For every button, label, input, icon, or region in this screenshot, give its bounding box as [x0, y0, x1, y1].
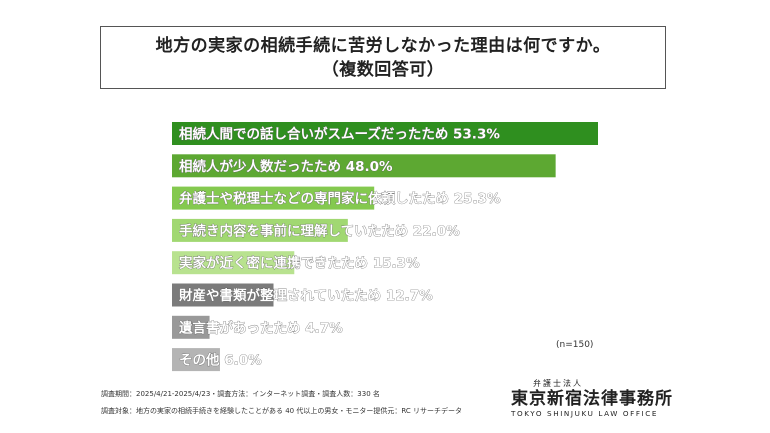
survey-period-note: 調査期間：2025/4/21-2025/4/23・調査方法：インターネット調査・… — [101, 390, 380, 398]
bar-5 — [172, 251, 295, 275]
bar-label-5: 実家が近く密に連携できたため 15.3% — [179, 255, 420, 272]
bar-7 — [172, 315, 210, 339]
survey-target-note: 調査対象：地方の実家の相続手続きを経験したことがある 40 代以上の男女・モニタ… — [101, 407, 462, 415]
bar-label-1: 相続人間での話し合いがスムーズだったため 53.3% — [179, 126, 500, 143]
bar-4 — [172, 218, 348, 242]
law-office-logo: 弁護士法人 東京新宿法律事務所 TOKYO SHINJUKU LAW OFFIC… — [511, 378, 681, 418]
bar-label-3: 弁護士や税理士などの専門家に依頼したため 25.3% — [179, 190, 501, 207]
bar-label-2: 相続人が少人数だったため 48.0% — [179, 158, 393, 175]
title-box: 地方の実家の相続手続に苦労しなかった理由は何ですか。 （複数回答可） — [100, 26, 666, 89]
bar-label-6: 財産や書類が整理されていたため 12.7% — [178, 287, 433, 304]
bar-label-4: 手続き内容を事前に理解していたため 22.0% — [179, 222, 460, 239]
bar-3 — [172, 186, 375, 210]
chart-title: 地方の実家の相続手続に苦労しなかった理由は何ですか。 — [155, 35, 611, 56]
bar-label-8: その他 6.0% — [179, 352, 262, 369]
bar-2 — [172, 154, 556, 178]
bar-8 — [172, 348, 220, 372]
bar-1 — [172, 122, 598, 145]
bar-6 — [172, 283, 274, 307]
bar-label-7: 遺言書があったため 4.7% — [178, 319, 343, 336]
logo-english: TOKYO SHINJUKU LAW OFFICE — [511, 409, 659, 418]
sample-size-label: (n=150) — [556, 340, 594, 350]
chart-subtitle: （複数回答可） — [321, 59, 445, 80]
logo-name: 東京新宿法律事務所 — [511, 389, 673, 409]
logo-subtitle: 弁護士法人 — [533, 379, 583, 388]
